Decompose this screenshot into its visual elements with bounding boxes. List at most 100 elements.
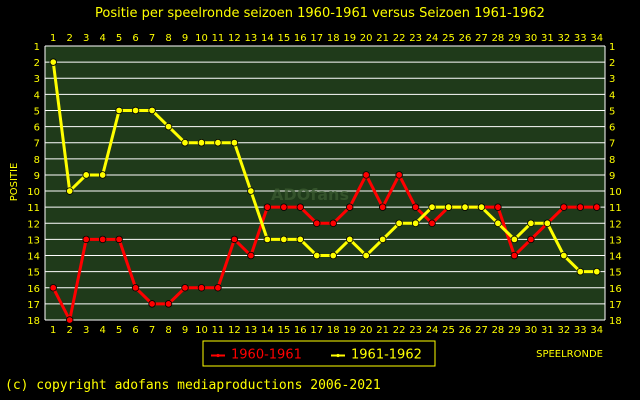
data-point [66,187,74,195]
x-tick-label-bottom: 15 [277,325,290,336]
x-tick-label-top: 18 [327,33,340,44]
series-layer [49,58,601,324]
data-point [477,203,486,211]
y-tick-label-left: 14 [27,252,40,263]
data-point [411,203,420,211]
legend: 1960-1961 1961-1962 [202,340,436,367]
y-tick-label-right: 8 [609,155,615,166]
y-tick-label-left: 13 [27,235,40,246]
x-tick-label-bottom: 4 [99,325,105,336]
chart-title: Positie per speelronde seizoen 1960-1961… [95,6,545,21]
x-tick-label-top: 22 [393,33,406,44]
x-tick-label-top: 5 [116,33,122,44]
x-tick-label-bottom: 5 [116,325,122,336]
data-point [395,171,403,179]
data-point [98,235,107,244]
y-tick-label-left: 8 [34,155,40,166]
x-tick-label-bottom: 32 [557,325,570,336]
x-tick-label-top: 13 [245,33,258,44]
y-tick-label-left: 15 [27,268,40,279]
data-point [560,251,568,260]
x-tick-label-bottom: 12 [228,325,241,336]
data-point [593,203,601,211]
x-tick-label-top: 16 [294,33,307,44]
data-point [230,139,239,147]
legend-swatch-marker [336,353,340,358]
y-tick-label-right: 12 [609,219,622,230]
data-point [510,251,519,260]
y-tick-label-right: 2 [609,58,615,69]
data-point [115,106,123,115]
data-point [428,203,436,211]
x-tick-label-top: 12 [228,33,241,44]
x-tick-label-bottom: 25 [442,325,455,336]
data-point [362,171,370,179]
x-tick-label-top: 23 [409,33,422,44]
data-point [197,139,206,147]
data-point [82,235,90,244]
x-tick-label-bottom: 3 [83,325,89,336]
data-point [49,284,57,292]
x-tick-label-bottom: 31 [541,325,554,336]
data-point [49,58,57,66]
y-tick-label-left: 4 [34,90,40,101]
data-point [148,106,156,115]
x-tick-label-top: 26 [459,33,472,44]
data-point [98,171,107,179]
copyright-footer: (c) copyright adofans mediaproductions 2… [5,378,381,393]
y-tick-label-right: 4 [609,90,615,101]
x-tick-label-top: 7 [149,33,155,44]
y-tick-label-left: 1 [34,42,40,53]
data-point [148,300,156,308]
x-tick-label-top: 9 [182,33,188,44]
x-tick-label-bottom: 9 [182,325,188,336]
x-tick-label-bottom: 16 [294,325,307,336]
y-tick-label-right: 9 [609,171,615,182]
data-point [378,203,387,211]
x-tick-label-bottom: 7 [149,325,155,336]
watermark: ADOfans [271,185,349,204]
x-tick-label-top: 31 [541,33,554,44]
data-point [296,235,304,244]
data-point [280,235,288,244]
data-point [66,316,74,324]
grid [44,45,606,321]
data-point [115,235,123,244]
x-tick-label-bottom: 20 [360,325,373,336]
x-tick-label-bottom: 10 [195,325,208,336]
x-tick-label-bottom: 14 [261,325,274,336]
data-point [576,203,584,211]
data-point [494,219,502,227]
data-point [263,235,272,244]
legend-label: 1960-1961 [231,348,302,363]
legend-box [202,340,436,367]
y-tick-label-left: 17 [27,300,40,311]
y-tick-label-left: 18 [27,316,40,327]
x-tick-label-top: 3 [83,33,89,44]
data-point [461,203,469,211]
x-tick-label-bottom: 24 [426,325,439,336]
x-tick-label-top: 2 [67,33,73,44]
x-axis-top: 1 2 3 4 5 6 7 8 9 10 11 12 13 14 15 16 17 18 19 20 21 22 23 24 2… [50,33,603,336]
data-point [230,235,239,244]
y-tick-label-left: 5 [34,106,40,117]
data-point [181,284,189,292]
data-point [494,203,502,211]
x-tick-label-top: 14 [261,33,274,44]
x-tick-label-top: 21 [376,33,389,44]
x-tick-label-bottom: 26 [459,325,472,336]
data-point [527,235,535,244]
x-tick-label-top: 6 [132,33,138,44]
y-axis-label: POSITIE [9,163,20,202]
data-point [346,235,354,244]
y-tick-label-right: 13 [609,235,622,246]
x-tick-label-top: 20 [360,33,373,44]
x-tick-label-top: 15 [277,33,290,44]
x-tick-label-top: 28 [492,33,505,44]
x-tick-label-bottom: 29 [508,325,521,336]
x-tick-label-bottom: 28 [492,325,505,336]
data-point [560,203,568,211]
x-tick-label-top: 32 [557,33,570,44]
